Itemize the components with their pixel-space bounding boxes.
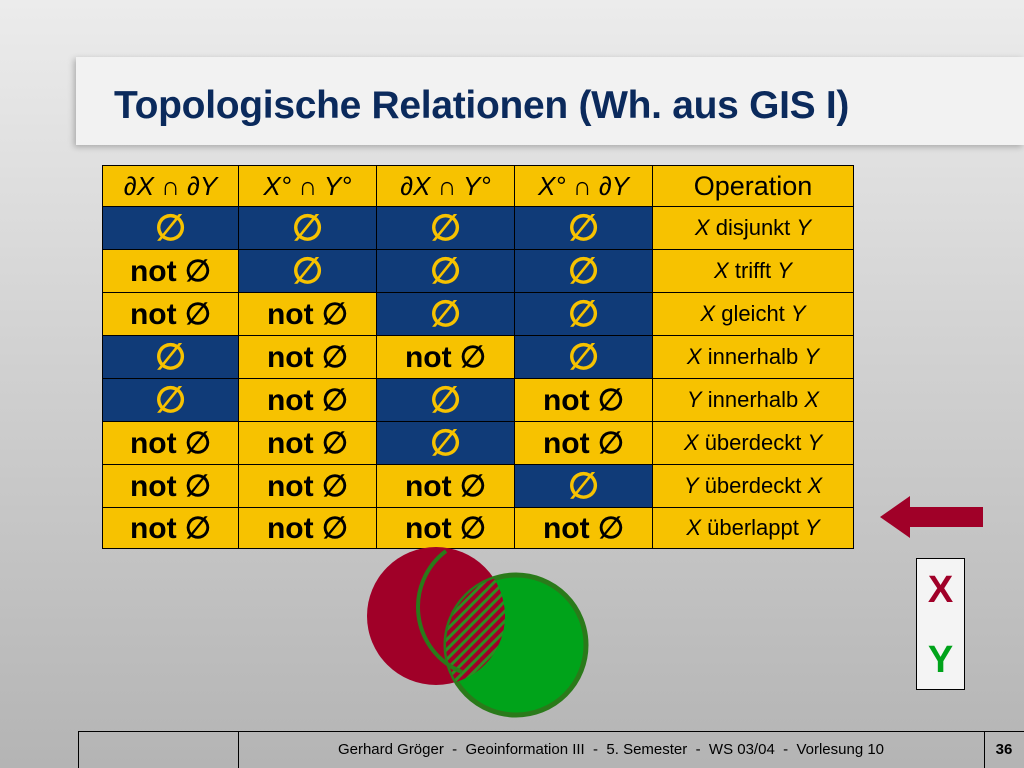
operation-cell: X gleicht Y (652, 292, 854, 336)
operation-operand-b: Y (796, 215, 812, 240)
operation-word: gleicht (721, 301, 785, 326)
relations-table: ∂X ∩ ∂Y X° ∩ Y° ∂X ∩ Y° X° ∩ ∂Y Operatio… (102, 165, 854, 549)
not-empty-cell: not ∅ (238, 421, 377, 465)
operation-operand-b: Y (804, 344, 820, 369)
operation-operand-a: X (714, 258, 729, 283)
not-empty-cell: not ∅ (514, 507, 653, 549)
empty-set-cell: ∅ (102, 378, 239, 422)
operation-operand-a: X (700, 301, 716, 326)
not-empty-cell: not ∅ (238, 507, 377, 549)
not-empty-cell: not ∅ (102, 421, 239, 465)
operation-word: innerhalb (707, 387, 799, 412)
table-row: not ∅ ∅ ∅ ∅ X trifft Y (102, 249, 854, 293)
operation-cell: X disjunkt Y (652, 206, 854, 250)
operation-operand-a: X (683, 430, 699, 455)
not-empty-cell: not ∅ (514, 421, 653, 465)
footer-divider (78, 732, 79, 768)
empty-set-cell: ∅ (376, 249, 515, 293)
not-empty-cell: not ∅ (102, 249, 239, 293)
not-empty-cell: not ∅ (376, 464, 515, 508)
header-interior-interior: X° ∩ Y° (238, 165, 377, 207)
footer-divider (238, 732, 239, 768)
page-number: 36 (995, 741, 1013, 758)
title-box: Topologische Relationen (Wh. aus GIS I) (76, 57, 1024, 145)
table-row: not ∅ not ∅ ∅ ∅ X gleicht Y (102, 292, 854, 336)
operation-operand-a: X (694, 215, 710, 240)
arrow-left-icon (880, 496, 983, 538)
operation-word: überdeckt (704, 430, 802, 455)
not-empty-cell: not ∅ (102, 507, 239, 549)
slide-title: Topologische Relationen (Wh. aus GIS I) (114, 84, 850, 127)
operation-operand-a: X (686, 344, 702, 369)
not-empty-cell: not ∅ (238, 378, 377, 422)
operation-cell: Y überdeckt X (652, 464, 854, 508)
empty-set-cell: ∅ (238, 249, 377, 293)
operation-operand-b: Y (805, 515, 820, 540)
footer-divider (984, 732, 985, 768)
operation-word: disjunkt (715, 215, 791, 240)
empty-set-cell: ∅ (514, 335, 653, 379)
operation-cell: Y innerhalb X (652, 378, 854, 422)
empty-set-cell: ∅ (514, 249, 653, 293)
empty-set-cell: ∅ (376, 421, 515, 465)
empty-set-cell: ∅ (376, 378, 515, 422)
footer-text: Gerhard Gröger - Geoinformation III - 5.… (337, 741, 885, 758)
legend-box: X Y (916, 558, 965, 690)
operation-word: trifft (734, 258, 772, 283)
footer: Gerhard Gröger - Geoinformation III - 5.… (78, 731, 1024, 768)
table-row: ∅ not ∅ ∅ not ∅ Y innerhalb X (102, 378, 854, 422)
not-empty-cell: not ∅ (514, 378, 653, 422)
table-row: not ∅ not ∅ not ∅ not ∅ X überlappt Y (102, 507, 854, 549)
operation-operand-b: Y (790, 301, 806, 326)
header-interior-boundary: X° ∩ ∂Y (514, 165, 653, 207)
operation-operand-b: Y (777, 258, 792, 283)
empty-set-cell: ∅ (102, 335, 239, 379)
not-empty-cell: not ∅ (238, 292, 377, 336)
empty-set-cell: ∅ (514, 206, 653, 250)
operation-operand-a: Y (683, 473, 699, 498)
legend-y-label: Y (927, 639, 954, 681)
operation-word: überlappt (707, 515, 799, 540)
operation-cell: X innerhalb Y (652, 335, 854, 379)
table-row: ∅ not ∅ not ∅ ∅ X innerhalb Y (102, 335, 854, 379)
operation-word: überdeckt (704, 473, 802, 498)
table-row: ∅ ∅ ∅ ∅ X disjunkt Y (102, 206, 854, 250)
table-row: not ∅ not ∅ not ∅ ∅ Y überdeckt X (102, 464, 854, 508)
empty-set-cell: ∅ (514, 292, 653, 336)
table-header-row: ∂X ∩ ∂Y X° ∩ Y° ∂X ∩ Y° X° ∩ ∂Y Operatio… (102, 165, 854, 207)
not-empty-cell: not ∅ (102, 292, 239, 336)
operation-operand-b: Y (807, 430, 823, 455)
venn-diagram (367, 547, 589, 718)
not-empty-cell: not ∅ (238, 335, 377, 379)
not-empty-cell: not ∅ (376, 335, 515, 379)
legend-x-label: X (927, 569, 954, 611)
empty-set-cell: ∅ (376, 292, 515, 336)
table-row: not ∅ not ∅ ∅ not ∅ X überdeckt Y (102, 421, 854, 465)
header-boundary-boundary: ∂X ∩ ∂Y (102, 165, 239, 207)
empty-set-cell: ∅ (376, 206, 515, 250)
operation-operand-a: X (686, 515, 701, 540)
empty-set-cell: ∅ (514, 464, 653, 508)
operation-cell: X trifft Y (652, 249, 854, 293)
operation-word: innerhalb (707, 344, 799, 369)
not-empty-cell: not ∅ (238, 464, 377, 508)
empty-set-cell: ∅ (238, 206, 377, 250)
header-operation: Operation (652, 165, 854, 207)
operation-operand-a: Y (686, 387, 702, 412)
empty-set-cell: ∅ (102, 206, 239, 250)
operation-operand-b: X (804, 387, 820, 412)
operation-cell: X überdeckt Y (652, 421, 854, 465)
not-empty-cell: not ∅ (102, 464, 239, 508)
header-boundary-interior: ∂X ∩ Y° (376, 165, 515, 207)
operation-operand-b: X (807, 473, 823, 498)
operation-cell: X überlappt Y (652, 507, 854, 549)
